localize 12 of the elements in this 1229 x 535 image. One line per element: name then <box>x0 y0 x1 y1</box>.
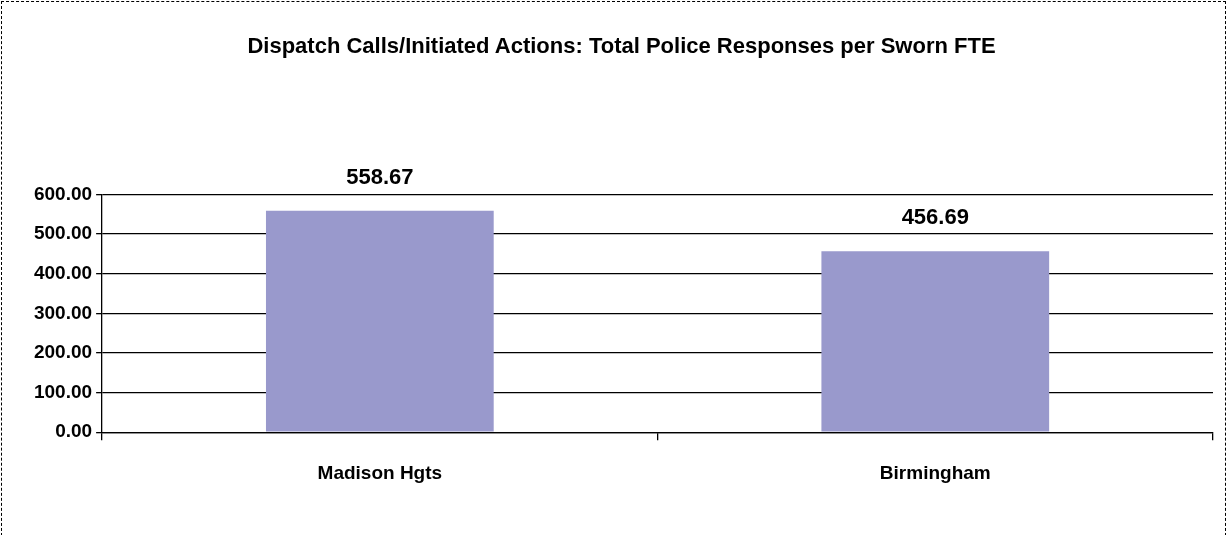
y-tick-label: 500.00 <box>33 222 93 244</box>
x-tick-label: Birmingham <box>879 461 991 483</box>
y-tick-label: 100.00 <box>33 380 93 402</box>
y-tick-label: 400.00 <box>33 261 93 283</box>
data-label: 558.67 <box>346 163 414 189</box>
y-tick-label: 600.00 <box>33 182 93 204</box>
y-tick-label: 200.00 <box>33 341 93 363</box>
chart-title: Dispatch Calls/Initiated Actions: Total Police Responses per Sworn FTE <box>247 33 996 59</box>
y-tick-label: 300.00 <box>33 301 93 323</box>
x-tick-label: Madison Hgts <box>317 461 443 483</box>
y-tick-label: 0.00 <box>55 420 93 442</box>
data-label: 456.69 <box>901 204 969 230</box>
